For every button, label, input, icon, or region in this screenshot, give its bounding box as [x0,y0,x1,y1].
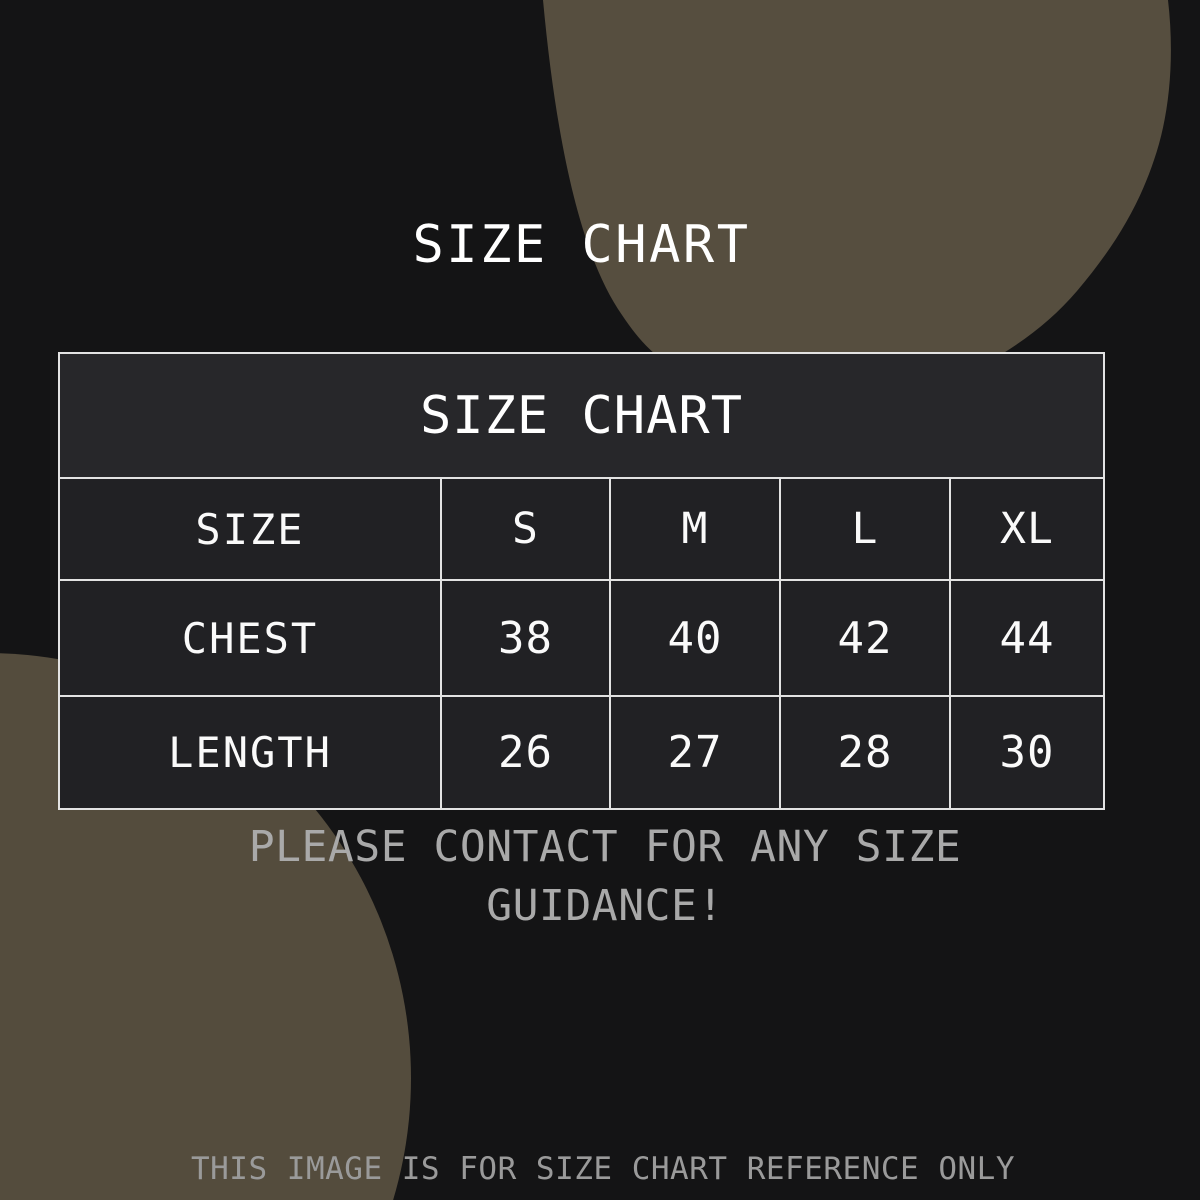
contact-note-line1: PLEASE CONTACT FOR ANY SIZE [248,822,962,872]
size-chart-table: SIZE CHART SIZE S M L XL CHEST 38 40 42 … [58,352,1105,810]
column-header-m: M [609,479,779,579]
length-value-l: 28 [779,697,949,808]
contact-note-line2: GUIDANCE! [486,881,724,931]
length-value-m: 27 [609,697,779,808]
page-title: SIZE CHART [412,215,751,275]
chest-value-l: 42 [779,581,949,695]
length-value-xl: 30 [949,697,1103,808]
table-row-length: LENGTH 26 27 28 30 [60,695,1103,808]
disclaimer-text: THIS IMAGE IS FOR SIZE CHART REFERENCE O… [190,1151,1016,1187]
row-label-chest: CHEST [181,613,319,663]
column-header-xl: XL [949,479,1103,579]
top-right-blob [543,0,1171,362]
column-header-l: L [779,479,949,579]
length-value-s: 26 [440,697,609,808]
table-header-row: SIZE S M L XL [60,479,1103,579]
table-title: SIZE CHART [60,354,1103,479]
row-label-length: LENGTH [168,728,332,777]
chest-value-s: 38 [440,581,609,695]
column-header-size: SIZE [195,504,305,554]
contact-note: PLEASE CONTACT FOR ANY SIZE GUIDANCE! [5,818,1200,936]
column-header-s: S [440,479,609,579]
chest-value-m: 40 [609,581,779,695]
chest-value-xl: 44 [949,581,1103,695]
table-row-chest: CHEST 38 40 42 44 [60,579,1103,695]
